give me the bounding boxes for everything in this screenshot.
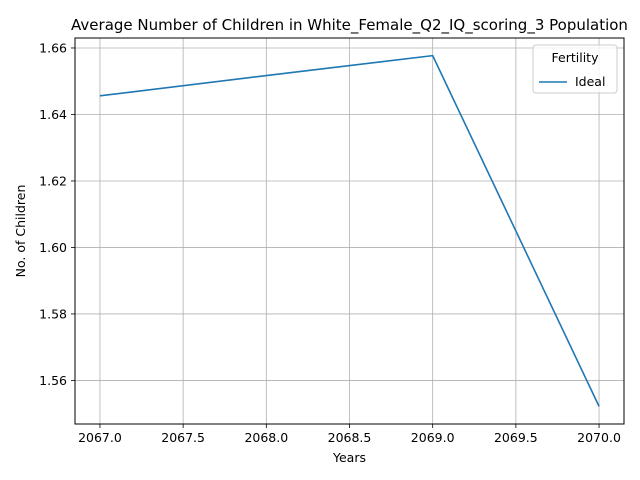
y-axis-label: No. of Children [13, 185, 28, 278]
x-tick-label: 2069.5 [494, 430, 538, 445]
legend: Fertility Ideal [533, 45, 617, 93]
x-axis-label: Years [332, 450, 366, 465]
chart-title: Average Number of Children in White_Fema… [71, 16, 628, 35]
y-tick-label: 1.56 [39, 373, 67, 388]
x-tick-label: 2068.0 [244, 430, 288, 445]
y-tick-label: 1.64 [39, 107, 67, 122]
y-tick-label: 1.60 [39, 240, 67, 255]
x-tick-label: 2068.5 [328, 430, 372, 445]
y-tick-label: 1.66 [39, 40, 67, 55]
y-tick-label: 1.58 [39, 306, 67, 321]
legend-title: Fertility [552, 50, 600, 65]
x-tick-label: 2070.0 [577, 430, 621, 445]
legend-label-ideal: Ideal [575, 74, 605, 89]
y-tick-label: 1.62 [39, 173, 67, 188]
x-tick-label: 2067.5 [161, 430, 205, 445]
x-tick-label: 2069.0 [411, 430, 455, 445]
x-tick-label: 2067.0 [78, 430, 122, 445]
